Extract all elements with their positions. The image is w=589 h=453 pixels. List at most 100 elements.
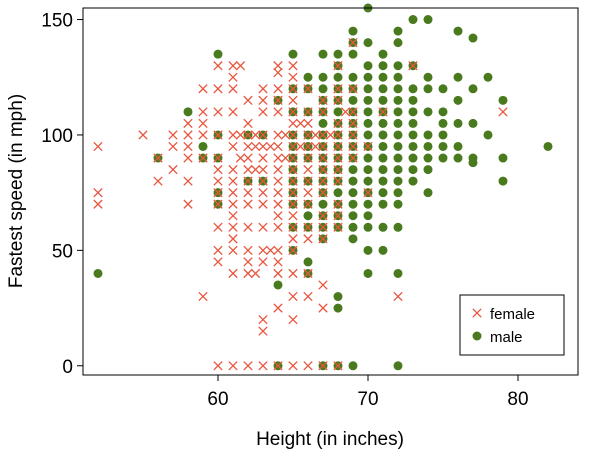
female-point (333, 130, 343, 140)
female-point (288, 72, 298, 82)
female-point (303, 222, 313, 232)
female-point (318, 361, 328, 371)
male-point (318, 118, 328, 128)
female-point (333, 164, 343, 175)
female-point (258, 187, 268, 198)
female-point (228, 211, 238, 221)
female-point (318, 141, 328, 152)
female-point (318, 130, 328, 140)
female-point (273, 164, 283, 175)
female-point (228, 222, 238, 232)
female-point (288, 107, 298, 117)
female-point (243, 153, 253, 163)
female-point (228, 245, 238, 256)
male-point (318, 49, 328, 59)
male-point (348, 188, 358, 198)
female-point (288, 141, 298, 152)
male-point (408, 15, 418, 25)
male-point (393, 141, 403, 151)
female-point (393, 291, 403, 302)
female-point (408, 61, 418, 71)
female-point (288, 130, 298, 140)
female-point (228, 361, 238, 371)
female-point (333, 361, 343, 371)
male-point (423, 72, 433, 82)
female-point (273, 245, 283, 256)
female-point (168, 164, 178, 175)
female-point (273, 107, 283, 117)
female-point (258, 326, 268, 336)
male-point (333, 188, 343, 198)
male-point (438, 141, 448, 151)
male-point (378, 245, 388, 255)
female-point (213, 245, 223, 256)
female-point (303, 187, 313, 198)
female-point (340, 107, 351, 117)
male-point (273, 280, 283, 290)
female-point (213, 107, 223, 117)
female-point (243, 95, 253, 105)
female-point (333, 153, 343, 163)
female-point (273, 303, 283, 313)
male-point (423, 84, 433, 94)
female-point (348, 84, 358, 94)
female-point (213, 61, 223, 71)
male-point (348, 222, 358, 232)
female-point (288, 245, 298, 256)
plot-frame (82, 7, 579, 376)
female-point (318, 187, 328, 198)
female-point (258, 314, 268, 325)
male-point (348, 72, 358, 82)
male-point (333, 49, 343, 59)
male-point (363, 107, 373, 117)
female-point (228, 141, 238, 152)
female-point (228, 176, 238, 186)
male-point (393, 72, 403, 82)
female-point (348, 130, 358, 140)
female-point (213, 176, 223, 186)
female-point (333, 84, 343, 94)
female-point (183, 153, 193, 163)
female-point (258, 257, 268, 267)
male-point (453, 118, 463, 128)
female-point (273, 84, 283, 94)
female-point (303, 153, 313, 163)
female-point (303, 118, 313, 129)
male-point (393, 222, 403, 232)
female-point (198, 84, 208, 94)
female-point (280, 130, 291, 140)
male-point (393, 107, 403, 117)
male-point (363, 245, 373, 255)
male-point (378, 222, 388, 232)
female-point (228, 130, 238, 140)
male-point (408, 130, 418, 140)
male-point (363, 130, 373, 140)
male-point (318, 199, 328, 209)
female-point (310, 141, 321, 152)
male-point (378, 118, 388, 128)
female-point (280, 153, 291, 163)
male-point (363, 268, 373, 278)
male-point (348, 211, 358, 221)
female-point (228, 84, 238, 94)
male-point (453, 26, 463, 36)
female-point (363, 187, 373, 198)
male-point (393, 95, 403, 105)
male-point (408, 141, 418, 151)
y-tick-label: 100 (41, 126, 73, 147)
female-point (213, 199, 223, 209)
female-point (93, 199, 103, 209)
female-point (258, 199, 268, 209)
female-point (250, 130, 261, 140)
female-point (318, 95, 328, 105)
male-point (468, 118, 478, 128)
female-point (213, 361, 223, 371)
legend-marker-female (472, 308, 482, 318)
male-point (363, 95, 373, 105)
female-point (333, 211, 343, 221)
female-point (258, 84, 268, 94)
legend-label-female: female (490, 306, 535, 323)
female-point (288, 164, 298, 175)
y-tick-label: 150 (41, 11, 73, 32)
